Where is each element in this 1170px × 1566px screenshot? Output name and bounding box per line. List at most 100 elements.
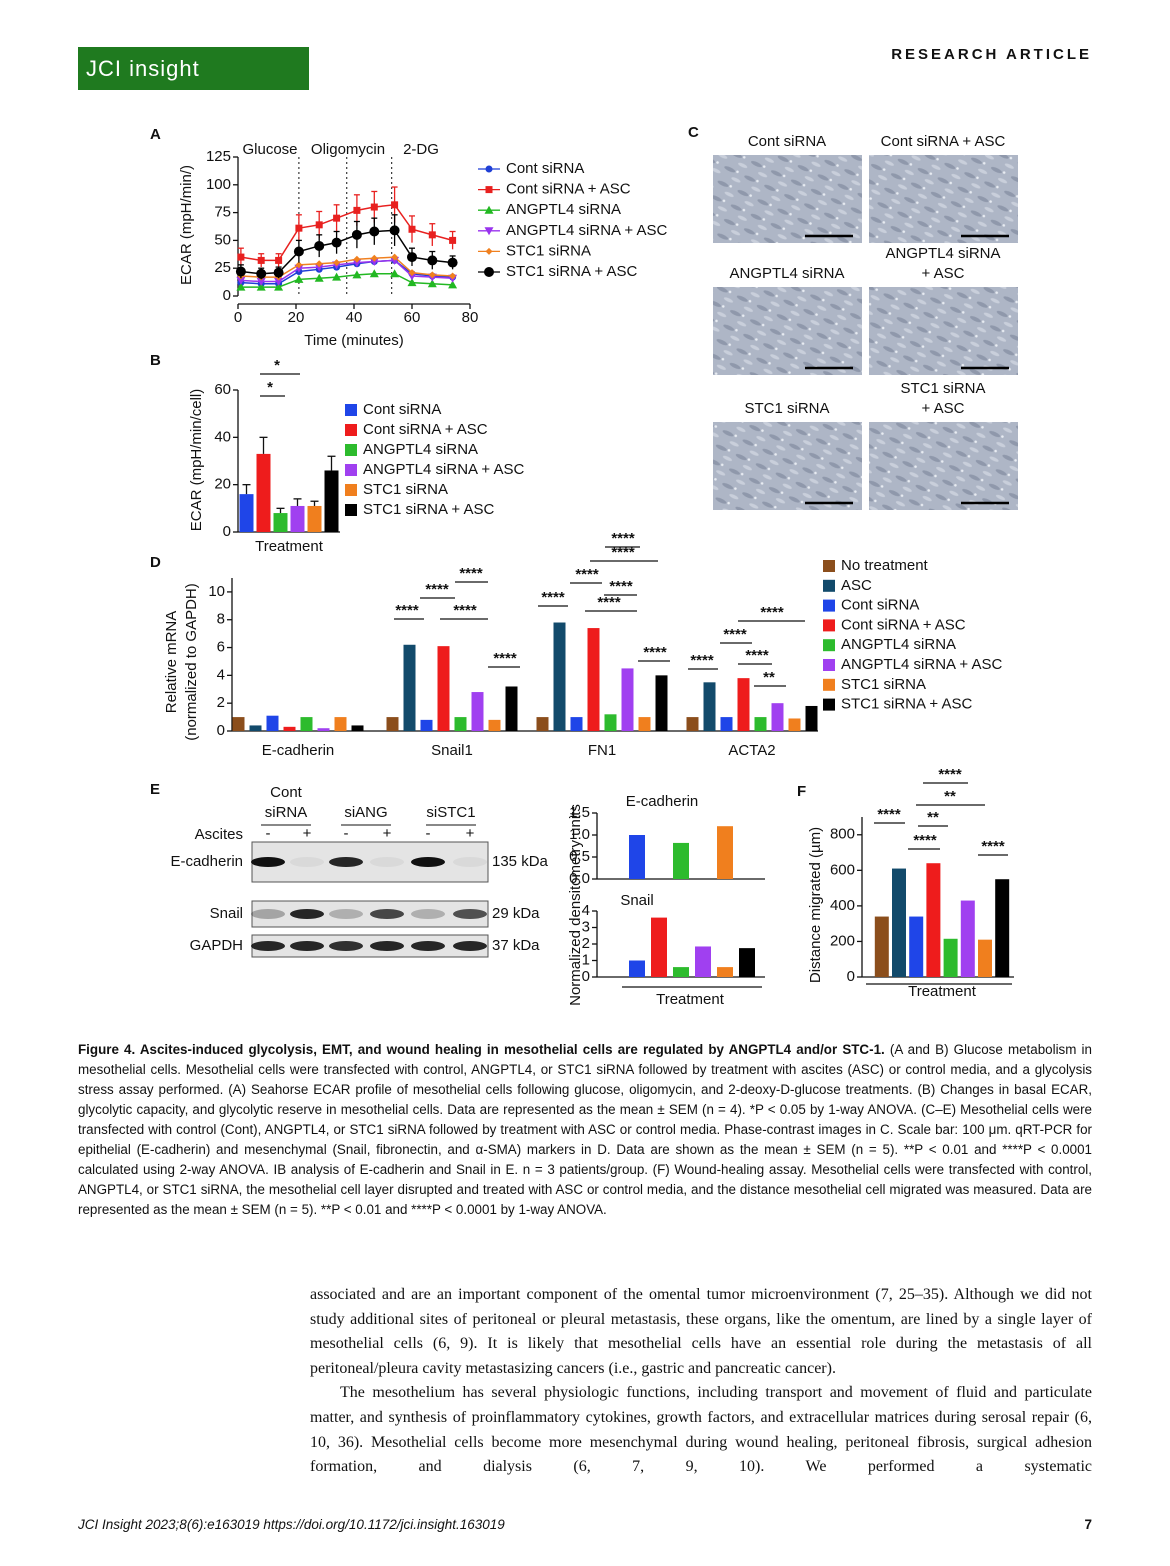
blot-band — [453, 941, 487, 951]
y-tick-label: 200 — [830, 932, 855, 949]
y-tick-label: 0 — [223, 287, 231, 304]
significance-label: **** — [425, 581, 449, 598]
x-axis-label: Treatment — [656, 991, 725, 1008]
marker — [257, 256, 265, 264]
bar — [978, 939, 992, 977]
marker — [427, 279, 437, 288]
significance-label: **** — [395, 602, 419, 619]
marker — [370, 203, 378, 211]
marker — [390, 269, 400, 278]
x-tick-label: 20 — [288, 309, 305, 326]
significance-label: **** — [745, 647, 769, 664]
y-tick-label: 125 — [206, 148, 231, 165]
legend-label: STC1 siRNA + ASC — [363, 501, 494, 518]
micrograph — [713, 287, 862, 375]
marker — [314, 263, 324, 272]
legend-swatch — [345, 484, 357, 496]
marker — [273, 267, 284, 278]
y-axis-label: Distance migrated (µm) — [807, 827, 824, 983]
bar — [703, 682, 716, 731]
marker — [408, 225, 416, 233]
legend-label: Cont siRNA — [841, 597, 919, 614]
bar — [488, 719, 501, 731]
bar — [351, 725, 364, 731]
significance-label: **** — [913, 832, 937, 849]
bar — [570, 717, 583, 731]
marker — [407, 252, 417, 263]
chart-title: E-cadherin — [626, 793, 699, 810]
bar — [334, 717, 347, 731]
blot-band — [453, 909, 487, 919]
bar — [300, 717, 313, 731]
marker — [295, 261, 303, 269]
y-tick-label: 20 — [214, 476, 231, 493]
legend-label: Cont siRNA — [506, 160, 584, 177]
bar — [629, 960, 645, 977]
y-tick-label: 1.5 — [569, 804, 590, 821]
band-label: Snail — [210, 905, 243, 922]
legend-label: Cont siRNA + ASC — [506, 181, 631, 198]
legend-swatch — [345, 464, 357, 476]
marker — [427, 255, 438, 266]
marker — [294, 274, 304, 283]
marker — [293, 246, 304, 257]
treatment-label: - — [266, 825, 271, 842]
panel-label: E — [150, 781, 160, 798]
blot-band — [251, 857, 285, 867]
image-label: Cont siRNA — [748, 133, 826, 150]
bar — [629, 835, 645, 879]
y-tick-label: 800 — [830, 826, 855, 843]
blot-band — [411, 909, 445, 919]
marker — [484, 205, 494, 214]
x-tick-label: 40 — [346, 309, 363, 326]
legend-label: STC1 siRNA — [363, 481, 448, 498]
marker — [275, 256, 283, 264]
bar — [437, 646, 450, 731]
marker — [449, 272, 457, 280]
bar — [471, 692, 484, 731]
journal-logo: JCI insight — [78, 47, 309, 90]
marker — [314, 240, 325, 251]
significance-label: **** — [643, 644, 667, 661]
figure-caption: Figure 4. Ascites-induced glycolysis, EM… — [78, 1040, 1092, 1220]
band-size: 29 kDa — [492, 905, 540, 922]
x-tick-label: Snail1 — [431, 742, 473, 759]
bar — [720, 717, 733, 731]
bar — [317, 728, 330, 731]
image-label: + ASC — [922, 400, 965, 417]
marker — [314, 273, 324, 282]
bar — [686, 717, 699, 731]
image-label: Cont siRNA + ASC — [881, 133, 1006, 150]
marker — [485, 165, 493, 173]
significance-label: **** — [981, 838, 1005, 855]
bar — [638, 717, 651, 731]
marker — [407, 278, 417, 287]
marker — [315, 221, 323, 229]
bar — [960, 900, 975, 977]
blot-band — [370, 941, 404, 951]
marker — [353, 255, 361, 263]
bar — [420, 719, 433, 731]
bar — [788, 718, 801, 731]
band-size: 135 kDa — [492, 853, 549, 870]
legend-label: ASC — [841, 577, 872, 594]
legend-label: Cont siRNA + ASC — [841, 616, 966, 633]
marker — [352, 259, 362, 268]
significance-label: **** — [453, 602, 477, 619]
x-tick-label: E-cadherin — [262, 742, 335, 759]
marker — [369, 269, 379, 278]
y-tick-label: 2 — [582, 935, 590, 952]
marker — [484, 267, 494, 277]
marker — [369, 226, 380, 237]
significance-label: * — [267, 379, 273, 396]
significance-label: **** — [723, 626, 747, 643]
legend-swatch — [345, 404, 357, 416]
bar — [673, 842, 689, 879]
significance-label: ** — [927, 809, 939, 826]
legend-label: STC1 siRNA — [506, 242, 591, 259]
marker — [391, 201, 399, 209]
bar — [553, 622, 566, 731]
legend-swatch — [823, 678, 835, 691]
bar — [324, 470, 339, 532]
